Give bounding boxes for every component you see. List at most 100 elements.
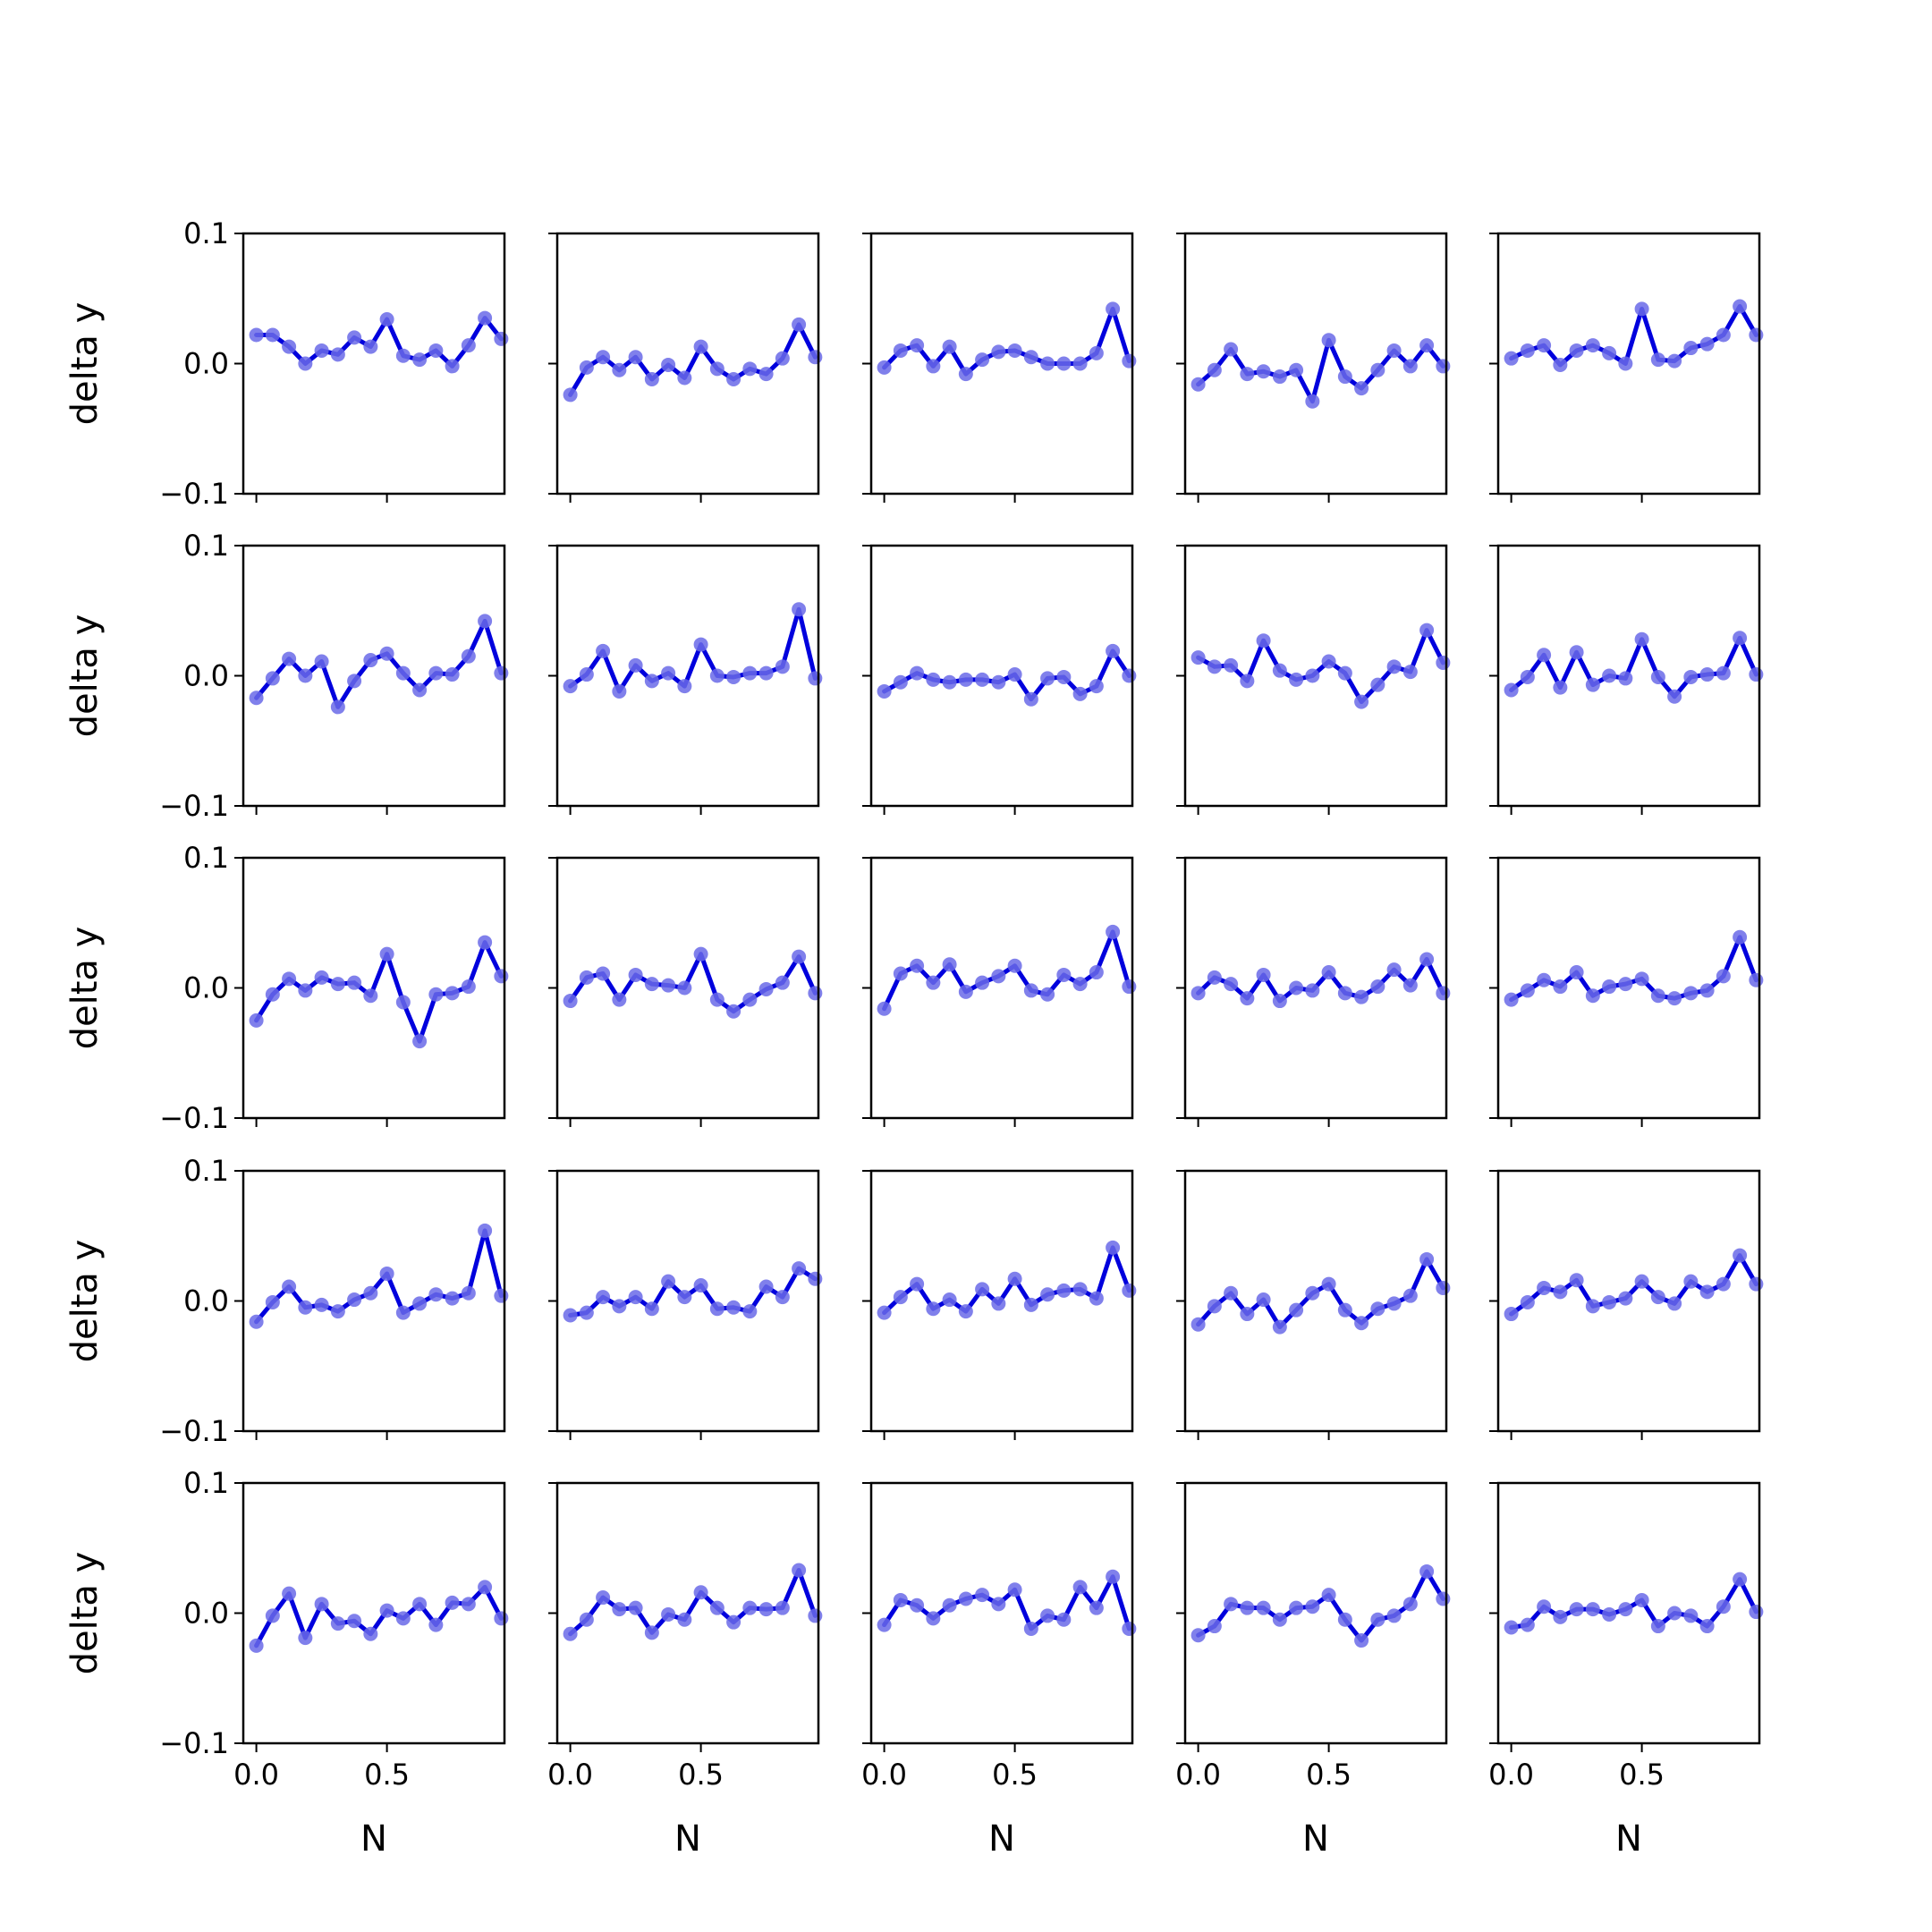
data-point [563, 679, 578, 694]
data-point [612, 1602, 627, 1617]
data-point [1089, 965, 1104, 980]
data-point [1419, 952, 1435, 967]
data-point [347, 1292, 362, 1308]
series-line [882, 1574, 1131, 1631]
data-point [249, 1314, 264, 1329]
data-point [1602, 979, 1617, 995]
data-point [1191, 650, 1206, 665]
data-point [1040, 356, 1055, 371]
data-point [1040, 1608, 1055, 1623]
data-point [314, 1297, 329, 1312]
data-point [1122, 1621, 1137, 1636]
data-point [1402, 1288, 1418, 1303]
data-point [1386, 659, 1402, 674]
data-point [1749, 1276, 1764, 1292]
data-point [1733, 1572, 1748, 1587]
data-point [596, 966, 611, 981]
subplot-r4-c5 [1489, 1169, 1764, 1440]
data-point [1191, 1628, 1206, 1643]
data-point [379, 1603, 394, 1618]
data-point [1733, 299, 1748, 314]
data-point [1089, 679, 1104, 694]
data-point [1667, 1606, 1682, 1621]
data-point [808, 1271, 823, 1286]
data-point [1537, 648, 1552, 663]
data-point [1370, 1301, 1385, 1317]
data-point [1191, 986, 1206, 1001]
data-point [644, 674, 659, 689]
data-point [1106, 1240, 1121, 1255]
data-point [1056, 967, 1072, 982]
subplot-r4-c3 [862, 1169, 1137, 1440]
subplot-r2-c4 [1176, 544, 1451, 815]
subplot-r3-c3 [862, 856, 1137, 1127]
data-point [461, 648, 476, 664]
data-point [1386, 1296, 1402, 1311]
data-point [1504, 351, 1519, 366]
data-point [1023, 983, 1038, 998]
series-line [882, 1245, 1131, 1316]
data-point [1504, 1307, 1519, 1322]
data-point [1289, 1302, 1304, 1318]
data-point [1072, 686, 1088, 701]
data-point [958, 367, 973, 382]
data-point [298, 983, 313, 998]
data-point [445, 1595, 460, 1610]
data-point [792, 949, 807, 964]
data-point [1354, 1633, 1369, 1648]
data-point [991, 1296, 1006, 1311]
data-point [1386, 1608, 1402, 1623]
data-point [1749, 972, 1764, 987]
data-point [1240, 674, 1255, 689]
data-point [249, 327, 264, 343]
subplot-r2-c3 [862, 544, 1137, 815]
data-point [958, 1591, 973, 1606]
data-point [494, 1611, 509, 1626]
data-point [1699, 336, 1715, 352]
data-point [1122, 979, 1137, 995]
data-point [563, 994, 578, 1009]
data-point [792, 602, 807, 617]
data-point [1321, 1588, 1336, 1603]
subplot-r2-c5 [1489, 544, 1764, 815]
data-point [363, 1285, 378, 1301]
data-point [1650, 1290, 1665, 1305]
y-axis-label: delta y [64, 1552, 106, 1675]
data-point [1321, 1276, 1336, 1292]
y-axis-label: delta y [64, 927, 106, 1050]
data-point [428, 987, 444, 1002]
data-point [1436, 655, 1451, 670]
data-point [942, 674, 957, 690]
data-point [330, 347, 345, 362]
y-tick-label: 0.0 [183, 1284, 229, 1318]
data-point [314, 343, 329, 358]
data-point [693, 637, 708, 652]
data-point [1618, 356, 1633, 371]
data-point [1040, 987, 1055, 1002]
data-point [1436, 1591, 1451, 1606]
data-point [596, 643, 611, 658]
data-point [395, 348, 411, 363]
data-point [1256, 633, 1271, 648]
subplot-r4-c4 [1176, 1169, 1451, 1440]
data-point [1520, 1294, 1535, 1309]
data-point [1436, 359, 1451, 374]
data-point [991, 969, 1006, 984]
axes-frame [555, 544, 820, 808]
data-point [1207, 362, 1222, 377]
data-point [1289, 362, 1304, 377]
series-line [1196, 628, 1445, 705]
axes-frame [1496, 1481, 1761, 1745]
series-line [1196, 1569, 1445, 1643]
data-point [494, 665, 509, 681]
series-line [568, 606, 818, 694]
data-point [1585, 1602, 1600, 1617]
axes-frame [1183, 856, 1448, 1120]
data-point [693, 1278, 708, 1293]
data-point [758, 367, 774, 382]
data-point [282, 339, 297, 354]
data-point [1634, 1274, 1649, 1289]
data-point [726, 1614, 741, 1630]
data-point [1007, 343, 1022, 358]
data-point [330, 1304, 345, 1319]
